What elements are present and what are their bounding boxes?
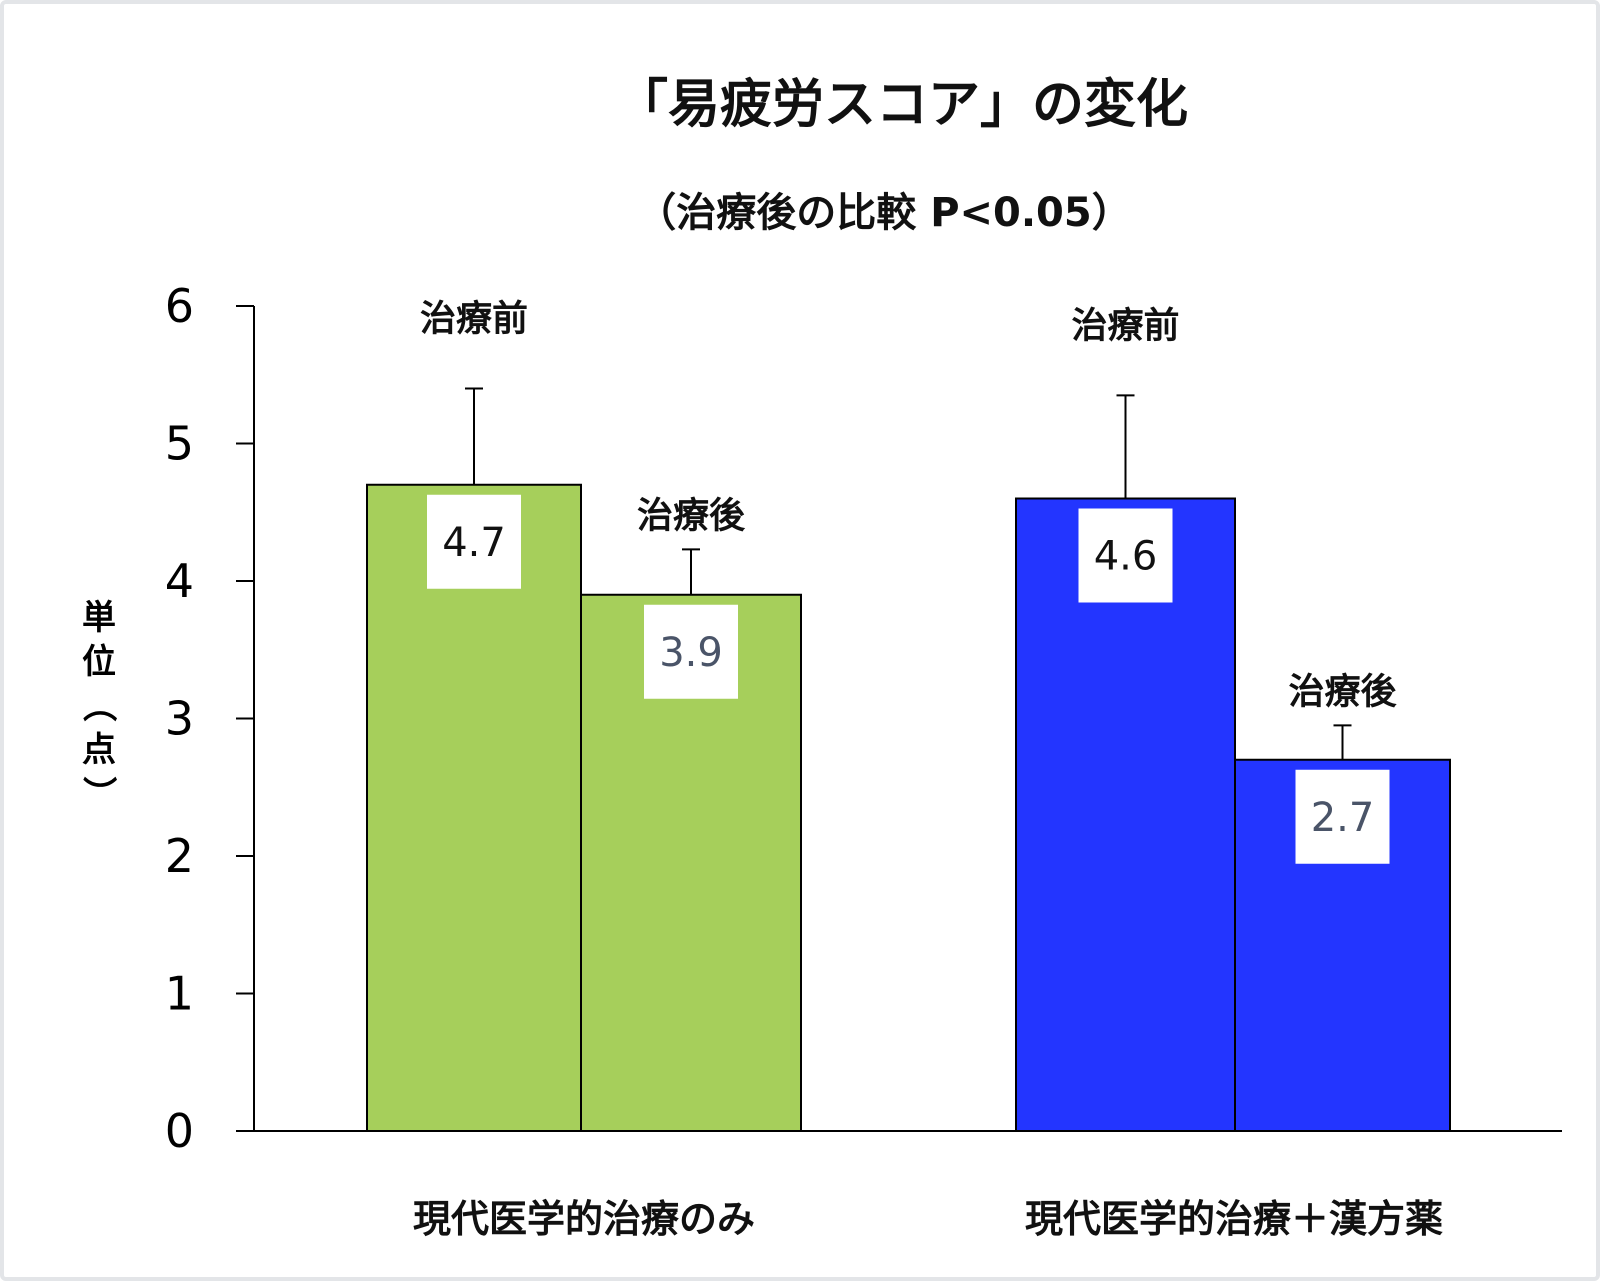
value-label: 2.7 — [1311, 795, 1375, 841]
bar-chart: 「易疲労スコア」の変化 （治療後の比較 P<0.05） 単位 （ 点 ） 0 1 2 3 4 5… — [78, 75, 1562, 1241]
bar-label: 治療前 — [1071, 305, 1179, 346]
y-axis-label: 単位 （ 点 ） — [78, 598, 118, 810]
axes: 0 1 2 3 4 5 6 — [165, 279, 1562, 1158]
y-tick-label: 4 — [165, 554, 194, 608]
y-axis-label-char: 点 — [82, 730, 116, 770]
chart-subtitle: （治療後の比較 P<0.05） — [636, 190, 1131, 236]
y-axis-label-char: 単 — [82, 598, 116, 638]
y-axis-label-char: （ — [78, 688, 118, 722]
value-label-box — [427, 494, 521, 589]
y-tick-label: 3 — [165, 692, 194, 746]
y-axis-label-char: 位 — [82, 642, 116, 682]
bars: 治療前 4.7 治療後 3.9 治療前 4.6 治療後 2.7 — [366, 299, 1451, 1132]
value-label: 3.9 — [659, 630, 723, 676]
category-label: 現代医学的治療＋漢方薬 — [1025, 1197, 1443, 1241]
bar-label: 治療前 — [420, 299, 528, 340]
y-tick-label: 2 — [165, 829, 194, 883]
y-tick-label: 5 — [165, 417, 194, 471]
bar — [1015, 497, 1236, 1132]
y-tick-label: 1 — [165, 967, 194, 1021]
value-label-box — [1295, 769, 1390, 864]
category-label: 現代医学的治療のみ — [413, 1197, 755, 1241]
y-axis-label-char: ） — [78, 776, 118, 810]
value-label: 4.7 — [442, 520, 506, 566]
bar-label: 治療後 — [637, 495, 746, 536]
bar-label: 治療後 — [1288, 671, 1397, 712]
category-labels: 現代医学的治療のみ 現代医学的治療＋漢方薬 — [413, 1197, 1443, 1241]
value-label-box — [644, 604, 738, 699]
y-tick-label: 6 — [165, 279, 194, 333]
value-label-box — [1078, 508, 1173, 603]
bar — [366, 483, 582, 1132]
value-label: 4.6 — [1094, 534, 1158, 580]
y-tick-label: 0 — [165, 1104, 194, 1158]
chart-title: 「易疲労スコア」の変化 — [616, 75, 1188, 135]
